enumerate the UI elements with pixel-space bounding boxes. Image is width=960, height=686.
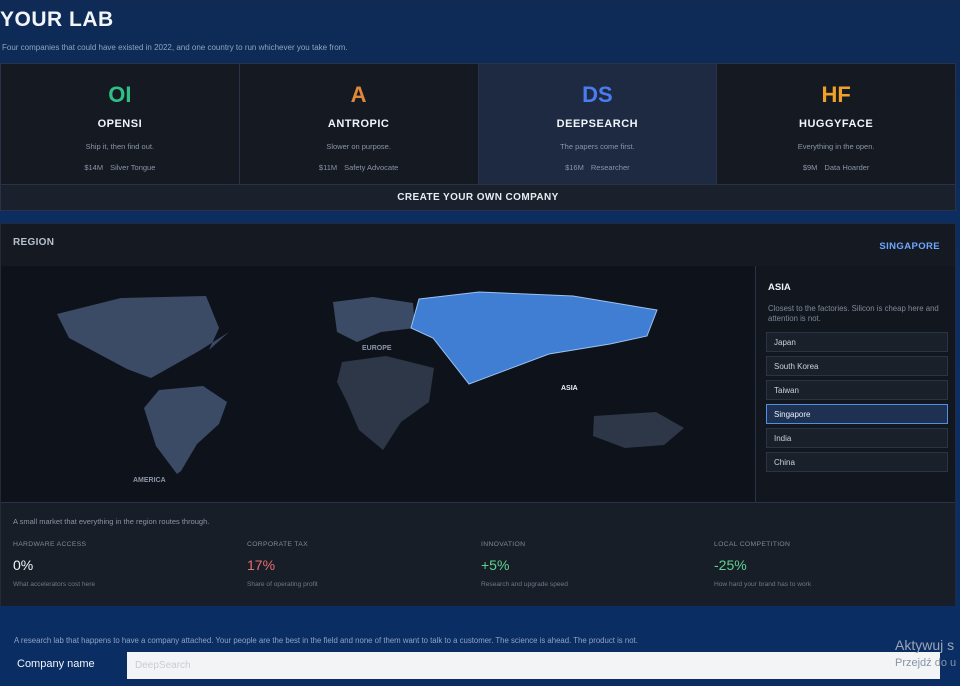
map-south-america[interactable] <box>144 386 227 474</box>
area-description: Closest to the factories. Silicon is che… <box>768 304 939 324</box>
company-budget: $11M <box>318 163 338 172</box>
company-description: A research lab that happens to have a co… <box>14 636 638 645</box>
windows-activation-hint: Przejdź do u <box>895 657 957 669</box>
company-budget: $16M <box>565 163 584 172</box>
company-card-huggyface[interactable]: HF HUGGYFACE Everything in the open. $9M… <box>717 64 955 184</box>
stat-label: HARDWARE ACCESS <box>13 541 87 548</box>
company-name: ANTROPIC <box>327 118 390 130</box>
map-asia[interactable] <box>410 291 658 385</box>
windows-activation-notice: Aktywuj s <box>895 637 955 653</box>
stat-label: CORPORATE TAX <box>247 541 308 548</box>
page-subtitle: Four companies that could have existed i… <box>2 43 348 52</box>
map-label-europe: EUROPE <box>362 345 392 352</box>
company-trait: Silver Tongue <box>110 163 156 172</box>
company-name: HUGGYFACE <box>799 118 874 130</box>
country-option-china[interactable]: China <box>766 452 948 472</box>
stat-value: 17% <box>247 557 276 573</box>
selected-country: SINGAPORE <box>879 241 940 252</box>
company-meta: $9M Data Hoarder <box>803 163 870 172</box>
area-name: ASIA <box>768 282 791 293</box>
stat-description: Share of operating profit <box>247 581 318 588</box>
company-tagline: Ship it, then find out. <box>85 142 155 151</box>
company-trait: Data Hoarder <box>824 163 870 172</box>
region-panel: REGION SINGAPORE EUROPE ASIA AMERICA ASI… <box>0 223 956 606</box>
company-name-input[interactable] <box>127 652 940 679</box>
company-meta: $11M Safety Advocate <box>319 163 398 172</box>
company-logo: OI <box>108 82 132 107</box>
map-label-america: AMERICA <box>133 477 166 484</box>
world-map-svg: EUROPE ASIA AMERICA <box>57 291 684 484</box>
company-logo: DS <box>582 82 613 107</box>
country-option-singapore[interactable]: Singapore <box>766 404 948 424</box>
company-card-antropic[interactable]: A ANTROPIC Slower on purpose. $11M Safet… <box>240 64 479 184</box>
stat-description: How hard your brand has to work <box>714 581 812 588</box>
region-stats: A small market that everything in the re… <box>1 502 955 606</box>
stat-innovation: INNOVATION +5% Research and upgrade spee… <box>481 541 701 588</box>
stat-label: LOCAL COMPETITION <box>714 541 791 548</box>
company-tagline: Slower on purpose. <box>326 142 391 151</box>
country-option-taiwan[interactable]: Taiwan <box>766 380 948 400</box>
stat-local-competition: LOCAL COMPETITION -25% How hard your bra… <box>714 541 934 588</box>
country-option-india[interactable]: India <box>766 428 948 448</box>
company-name: DEEPSEARCH <box>556 118 639 130</box>
map-australia[interactable] <box>593 412 684 448</box>
map-label-asia: ASIA <box>561 385 578 392</box>
company-name: OPENSI <box>97 118 143 130</box>
stat-value: -25% <box>714 557 747 573</box>
create-company-button[interactable]: CREATE YOUR OWN COMPANY <box>0 185 956 211</box>
map-africa[interactable] <box>337 356 434 450</box>
region-header: REGION SINGAPORE <box>1 224 955 266</box>
stat-description: Research and upgrade speed <box>481 581 568 588</box>
company-budget: $14M <box>84 163 104 172</box>
company-meta: $14M Silver Tongue <box>84 163 155 172</box>
map-north-america[interactable] <box>57 296 229 378</box>
region-note: A small market that everything in the re… <box>13 517 210 526</box>
country-option-south-korea[interactable]: South Korea <box>766 356 948 376</box>
company-tagline: The papers come first. <box>560 142 635 151</box>
country-option-japan[interactable]: Japan <box>766 332 948 352</box>
company-trait: Researcher <box>590 163 630 172</box>
country-list: Japan South Korea Taiwan Singapore India… <box>766 332 948 476</box>
stat-value: 0% <box>13 557 34 573</box>
stat-value: +5% <box>481 557 510 573</box>
company-budget: $9M <box>802 163 818 172</box>
company-card-deepsearch[interactable]: DS DEEPSEARCH The papers come first. $16… <box>478 64 718 184</box>
region-label: REGION <box>13 237 55 248</box>
map-europe[interactable] <box>333 297 415 342</box>
company-card-opensi[interactable]: OI OPENSI Ship it, then find out. $14M S… <box>1 64 240 184</box>
company-tagline: Everything in the open. <box>797 142 875 151</box>
stat-hardware-access: HARDWARE ACCESS 0% What accelerators cos… <box>13 541 233 588</box>
company-trait: Safety Advocate <box>344 163 399 172</box>
company-name-label: Company name <box>17 658 95 670</box>
company-meta: $16M Researcher <box>565 163 630 172</box>
stat-label: INNOVATION <box>481 541 526 548</box>
company-logo: HF <box>821 82 851 107</box>
area-sidebar: ASIA Closest to the factories. Silicon i… <box>755 266 955 502</box>
stat-description: What accelerators cost here <box>13 581 96 588</box>
world-map: EUROPE ASIA AMERICA <box>1 266 755 502</box>
company-cards: OI OPENSI Ship it, then find out. $14M S… <box>0 63 956 185</box>
page-title: YOUR LAB <box>0 8 114 31</box>
stat-corporate-tax: CORPORATE TAX 17% Share of operating pro… <box>247 541 467 588</box>
company-logo: A <box>350 82 367 107</box>
